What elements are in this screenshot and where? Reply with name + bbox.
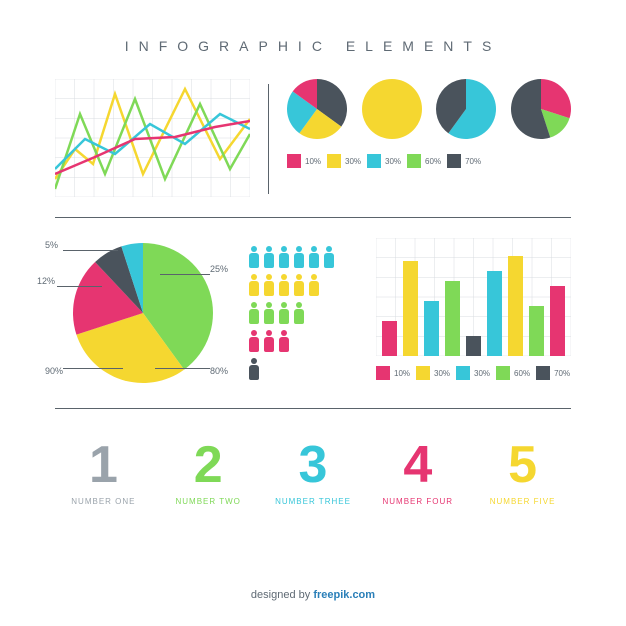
legend-item: 60% bbox=[407, 154, 441, 168]
legend-item: 30% bbox=[456, 366, 490, 380]
number-label: NUMBER FOUR bbox=[369, 497, 466, 506]
footer-credit: designed by freepik.com bbox=[0, 589, 626, 601]
person-icon bbox=[248, 330, 260, 352]
person-icon bbox=[248, 246, 260, 268]
person-icon bbox=[293, 274, 305, 296]
number-label: NUMBER ONE bbox=[55, 497, 152, 506]
small-pie bbox=[362, 79, 422, 139]
legend-swatch bbox=[416, 366, 430, 380]
person-icon bbox=[308, 274, 320, 296]
legend: 10% 30% 30% 60% 70% bbox=[287, 154, 571, 168]
legend-swatch bbox=[327, 154, 341, 168]
pie-callout-line bbox=[160, 274, 210, 275]
legend-label: 30% bbox=[434, 369, 450, 378]
main-title: INFOGRAPHIC ELEMENTS bbox=[0, 0, 626, 79]
horizontal-divider bbox=[55, 217, 571, 218]
legend-label: 30% bbox=[474, 369, 490, 378]
person-icon bbox=[278, 330, 290, 352]
person-icon bbox=[248, 358, 260, 380]
pie-callout-label: 5% bbox=[45, 240, 58, 250]
pie-callout-label: 12% bbox=[37, 276, 55, 286]
small-pie bbox=[511, 79, 571, 139]
numbers-row: 1 NUMBER ONE 2 NUMBER TWO 3 NUMBER TRHEE 4 NUMB… bbox=[0, 429, 626, 506]
pie-callout-line bbox=[155, 368, 210, 369]
line-chart bbox=[55, 79, 250, 197]
number-label: NUMBER TRHEE bbox=[265, 497, 362, 506]
person-icon bbox=[263, 246, 275, 268]
legend-item: 70% bbox=[447, 154, 481, 168]
person-icon bbox=[263, 302, 275, 324]
legend-label: 70% bbox=[554, 369, 570, 378]
person-icon bbox=[278, 302, 290, 324]
legend-item: 30% bbox=[327, 154, 361, 168]
people-pictogram bbox=[248, 238, 358, 380]
people-row bbox=[248, 358, 358, 380]
pie-callout-label: 80% bbox=[210, 366, 228, 376]
legend-label: 10% bbox=[305, 157, 321, 166]
person-icon bbox=[293, 302, 305, 324]
person-icon bbox=[278, 246, 290, 268]
big-number: 2 bbox=[160, 439, 257, 491]
legend-swatch bbox=[536, 366, 550, 380]
person-icon bbox=[248, 274, 260, 296]
person-icon bbox=[293, 246, 305, 268]
big-number: 3 bbox=[265, 439, 362, 491]
legend-label: 30% bbox=[345, 157, 361, 166]
small-pie bbox=[287, 79, 347, 139]
big-pie-chart: 5%12%90%80%25% bbox=[55, 238, 230, 388]
small-pies-group: 10% 30% 30% 60% 70% bbox=[287, 79, 571, 168]
legend-label: 10% bbox=[394, 369, 410, 378]
number-column: 2 NUMBER TWO bbox=[160, 439, 257, 506]
people-row bbox=[248, 330, 358, 352]
pie-callout-line bbox=[63, 250, 118, 251]
legend-item: 30% bbox=[367, 154, 401, 168]
person-icon bbox=[248, 302, 260, 324]
pie-callout-label: 90% bbox=[45, 366, 63, 376]
legend-item: 10% bbox=[376, 366, 410, 380]
legend-swatch bbox=[407, 154, 421, 168]
legend-swatch bbox=[496, 366, 510, 380]
person-icon bbox=[278, 274, 290, 296]
legend-item: 10% bbox=[287, 154, 321, 168]
pie-callout-line bbox=[57, 286, 102, 287]
legend-label: 70% bbox=[465, 157, 481, 166]
vertical-divider bbox=[268, 84, 269, 194]
legend-swatch bbox=[287, 154, 301, 168]
number-label: NUMBER FIVE bbox=[474, 497, 571, 506]
legend: 10% 30% 30% 60% 70% bbox=[376, 366, 571, 380]
legend-item: 70% bbox=[536, 366, 570, 380]
horizontal-divider bbox=[55, 408, 571, 409]
legend-swatch bbox=[447, 154, 461, 168]
people-row bbox=[248, 302, 358, 324]
small-pie bbox=[436, 79, 496, 139]
person-icon bbox=[308, 246, 320, 268]
legend-label: 30% bbox=[385, 157, 401, 166]
number-column: 1 NUMBER ONE bbox=[55, 439, 152, 506]
legend-item: 60% bbox=[496, 366, 530, 380]
bar-chart: 10% 30% 30% 60% 70% bbox=[376, 238, 571, 380]
person-icon bbox=[323, 246, 335, 268]
person-icon bbox=[263, 274, 275, 296]
person-icon bbox=[263, 330, 275, 352]
people-row bbox=[248, 274, 358, 296]
number-column: 4 NUMBER FOUR bbox=[369, 439, 466, 506]
legend-item: 30% bbox=[416, 366, 450, 380]
legend-label: 60% bbox=[514, 369, 530, 378]
legend-swatch bbox=[456, 366, 470, 380]
people-row bbox=[248, 246, 358, 268]
big-number: 1 bbox=[55, 439, 152, 491]
pie-callout-label: 25% bbox=[210, 264, 228, 274]
big-number: 5 bbox=[474, 439, 571, 491]
legend-label: 60% bbox=[425, 157, 441, 166]
number-column: 3 NUMBER TRHEE bbox=[265, 439, 362, 506]
legend-swatch bbox=[376, 366, 390, 380]
big-number: 4 bbox=[369, 439, 466, 491]
number-label: NUMBER TWO bbox=[160, 497, 257, 506]
pie-callout-line bbox=[63, 368, 123, 369]
number-column: 5 NUMBER FIVE bbox=[474, 439, 571, 506]
legend-swatch bbox=[367, 154, 381, 168]
